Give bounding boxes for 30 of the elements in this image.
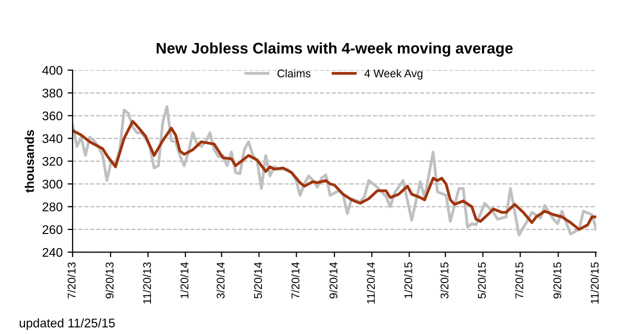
y-tick-label: 240 <box>42 248 62 257</box>
x-tick-label: 9/20/15 <box>553 262 562 298</box>
legend-label: Claims <box>277 69 310 78</box>
x-tick-label: 3/20/15 <box>440 262 448 299</box>
x-tick-label: 11/20/14 <box>366 262 375 304</box>
y-tick-label: 360 <box>42 111 62 120</box>
text: updated 11/25/15 <box>20 318 115 330</box>
x-tick-label: 7/20/14 <box>291 262 300 298</box>
y-tick-label: 320 <box>42 156 62 166</box>
x-tick-label: 11/20/15 <box>590 262 599 304</box>
y-tick-label: 300 <box>42 180 62 189</box>
chart-title: New Jobless Claims with 4-week moving average <box>156 42 513 57</box>
x-tick-label: 5/20/14 <box>254 262 262 299</box>
x-tick-label: 9/20/13 <box>105 262 114 298</box>
y-tick-label: 400 <box>42 66 62 75</box>
x-tick-label: 7/20/15 <box>515 262 524 298</box>
legend-label: 4 Week Avg <box>364 69 422 80</box>
y-tick-label: 260 <box>42 225 62 234</box>
y-tick-label: 340 <box>42 134 62 144</box>
x-tick-label: 7/20/13 <box>67 262 76 298</box>
x-tick-label: 1/20/15 <box>404 262 412 298</box>
x-tick-label: 11/20/13 <box>142 262 151 304</box>
x-tick-label: 1/20/14 <box>180 262 188 298</box>
x-tick-label: 3/20/14 <box>216 262 225 299</box>
x-tick-label: 5/20/15 <box>478 262 486 299</box>
y-axis-title: thousands <box>24 130 34 193</box>
line-series <box>72 120 596 231</box>
y-tick-label: 380 <box>42 88 62 98</box>
y-tick-label: 280 <box>42 202 62 212</box>
x-tick-label: 9/20/14 <box>329 262 338 298</box>
